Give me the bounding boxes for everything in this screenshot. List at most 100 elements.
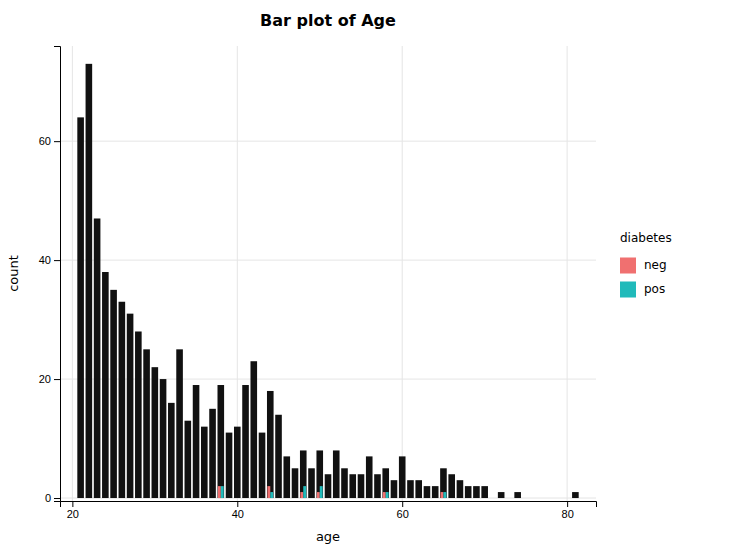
bar bbox=[119, 302, 126, 498]
bar bbox=[226, 433, 233, 498]
bar bbox=[432, 486, 439, 498]
tick: 80 bbox=[562, 501, 574, 520]
tick-label: 20 bbox=[39, 373, 51, 385]
bar bbox=[127, 314, 134, 498]
bar bbox=[374, 474, 381, 498]
legend-swatch bbox=[620, 282, 636, 298]
bar bbox=[481, 486, 488, 498]
tick-label: 0 bbox=[45, 492, 51, 504]
tick-label: 60 bbox=[397, 508, 409, 520]
bar bbox=[135, 331, 142, 498]
bars bbox=[77, 64, 578, 498]
bar bbox=[441, 492, 444, 498]
bar-series bbox=[221, 486, 447, 498]
bar bbox=[193, 385, 200, 498]
tick-mark bbox=[54, 260, 60, 261]
bar bbox=[383, 492, 386, 498]
bar bbox=[399, 456, 406, 498]
tick-mark bbox=[54, 498, 60, 499]
bar bbox=[292, 468, 299, 498]
bar bbox=[300, 492, 303, 498]
grid bbox=[60, 46, 596, 501]
bar bbox=[201, 427, 208, 498]
bar bbox=[440, 468, 447, 498]
bar bbox=[382, 468, 389, 498]
y-axis: 0 20 40 60 bbox=[39, 47, 61, 505]
tick-label: 40 bbox=[39, 254, 51, 266]
bar bbox=[457, 480, 464, 498]
bar bbox=[250, 361, 257, 498]
bar bbox=[283, 456, 290, 498]
tick-label: 40 bbox=[232, 508, 244, 520]
bar bbox=[185, 421, 192, 498]
bar bbox=[242, 385, 249, 498]
bar bbox=[325, 474, 332, 498]
bar bbox=[473, 486, 480, 498]
bar bbox=[176, 349, 183, 498]
bar bbox=[391, 480, 398, 498]
x-axis: 20406080 bbox=[61, 501, 597, 520]
chart: 20 40 60 80 0 20 40 60 Bar plot of Age age count di… bbox=[0, 0, 746, 555]
bar bbox=[386, 492, 389, 498]
bar bbox=[218, 385, 225, 498]
bar bbox=[259, 433, 266, 498]
bar bbox=[317, 492, 320, 498]
title: Bar plot of Age bbox=[260, 11, 396, 30]
bar-series bbox=[218, 486, 444, 498]
legend-swatch bbox=[620, 258, 636, 274]
bar bbox=[366, 456, 373, 498]
bar bbox=[498, 492, 505, 498]
bar bbox=[572, 492, 579, 498]
bar bbox=[448, 474, 455, 498]
tick-mark bbox=[72, 501, 73, 507]
bar bbox=[267, 486, 270, 498]
tick-mark bbox=[567, 501, 568, 507]
bar bbox=[300, 450, 307, 498]
bar bbox=[218, 486, 221, 498]
bar bbox=[320, 486, 323, 498]
bar bbox=[415, 480, 422, 498]
tick: 60 bbox=[397, 501, 409, 520]
axis-line bbox=[54, 47, 61, 502]
tick: 20 bbox=[39, 373, 60, 385]
bar bbox=[152, 367, 159, 498]
bar bbox=[234, 427, 241, 498]
tick-mark bbox=[54, 379, 60, 380]
bar bbox=[160, 379, 167, 498]
bar bbox=[94, 218, 101, 498]
legend-label: neg bbox=[644, 258, 667, 272]
bar bbox=[316, 450, 323, 498]
legend: diabetes neg pos bbox=[620, 231, 672, 297]
tick-mark bbox=[402, 501, 403, 507]
bar bbox=[514, 492, 521, 498]
bar bbox=[86, 64, 93, 498]
bar bbox=[168, 403, 175, 498]
bar bbox=[465, 486, 472, 498]
y-axis-title: count bbox=[6, 255, 21, 292]
x-axis-title: age bbox=[316, 529, 340, 544]
bar bbox=[407, 480, 414, 498]
bar bbox=[77, 117, 84, 498]
legend-title: diabetes bbox=[620, 231, 672, 245]
grid-line bbox=[72, 46, 73, 501]
bar bbox=[209, 409, 216, 498]
bar bbox=[102, 272, 109, 498]
tick-label: 60 bbox=[39, 135, 51, 147]
bar bbox=[143, 349, 150, 498]
bar bbox=[333, 450, 340, 498]
bar bbox=[424, 486, 431, 498]
legend-label: pos bbox=[644, 282, 665, 296]
bar bbox=[443, 492, 446, 498]
bar bbox=[110, 290, 117, 498]
bar bbox=[341, 468, 348, 498]
bar bbox=[349, 474, 356, 498]
bar bbox=[358, 474, 365, 498]
tick: 0 bbox=[45, 492, 60, 504]
tick: 60 bbox=[39, 135, 60, 147]
grid-line bbox=[60, 141, 596, 142]
bar bbox=[270, 492, 273, 498]
tick: 40 bbox=[232, 501, 244, 520]
bar bbox=[267, 391, 274, 498]
tick-mark bbox=[54, 141, 60, 142]
axis-line bbox=[61, 502, 597, 508]
